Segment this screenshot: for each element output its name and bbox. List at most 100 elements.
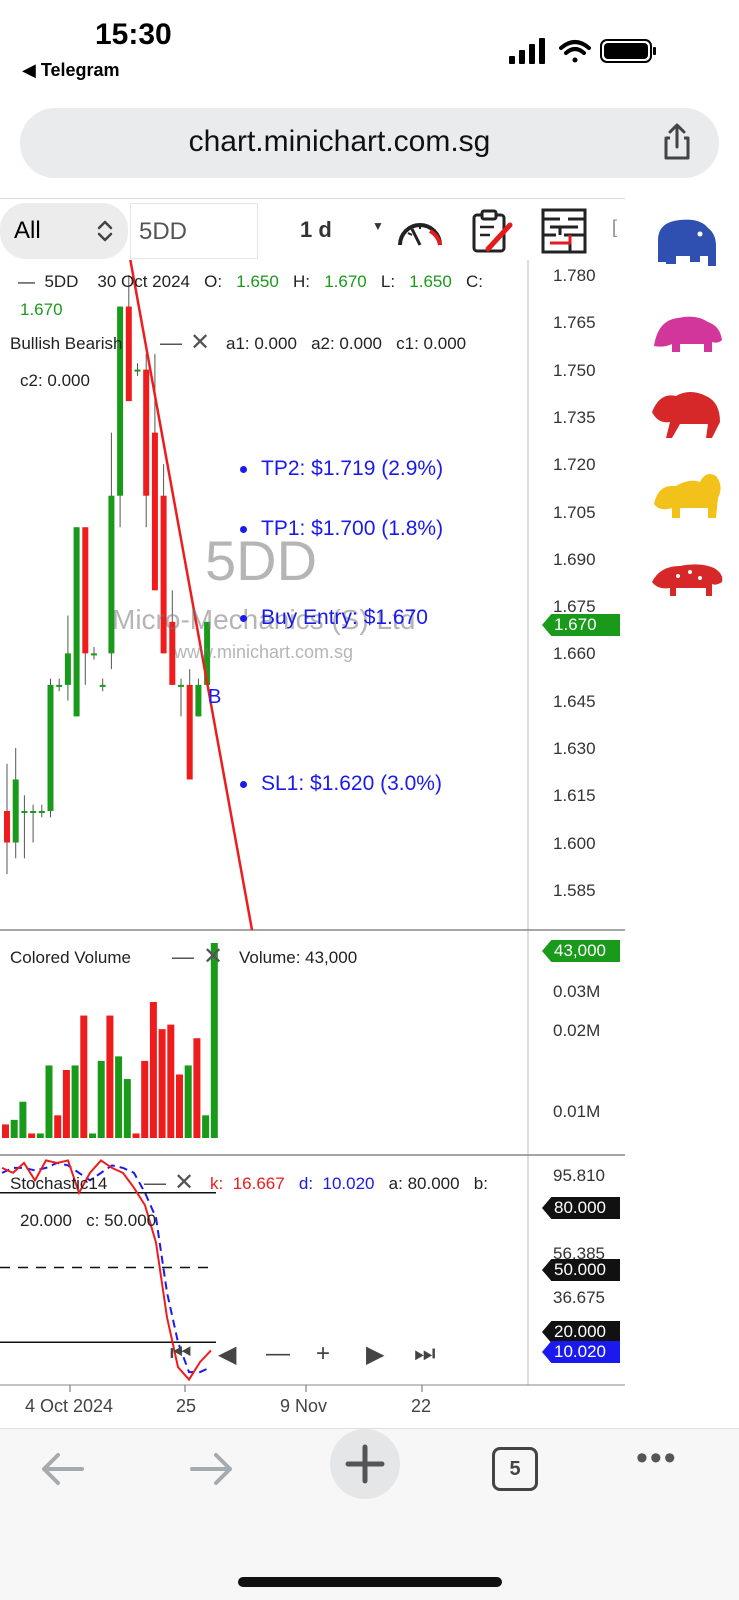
stoch-k-label: k: [210,1174,224,1193]
tp2-level[interactable]: TP2: $1.719 (2.9%) [240,457,443,481]
buy-entry-level[interactable]: Buy Entry: $1.670 [240,606,428,630]
filter-select[interactable]: All [0,203,128,259]
zoom-out-button[interactable]: — [266,1340,290,1367]
scroll-right-button[interactable]: ▶ [366,1341,385,1368]
volume-bar [106,1015,114,1138]
volume-axis-label: 0.01M [553,1102,601,1121]
candle-body [108,495,115,654]
back-to-telegram-link[interactable]: ◀ Telegram [22,60,120,80]
wifi-icon [559,40,591,63]
ohlc-dash[interactable]: — [18,272,35,291]
volume-close-icon[interactable]: ✕ [203,943,224,970]
symbol-input-value: 5DD [139,218,188,245]
candle-body [204,621,211,685]
red-lion-icon[interactable] [650,382,725,442]
forward-arrow-icon[interactable] [188,1449,236,1489]
volume-bar [193,1038,201,1138]
yellow-lion-icon[interactable] [650,464,725,524]
candle-body [4,811,10,843]
candle-body [134,369,141,372]
volume-hide-button[interactable]: — [172,944,194,969]
volume-bar [115,1056,123,1138]
pink-bear-icon[interactable] [650,300,725,360]
stoch-a: a: 80.000 [388,1174,460,1193]
status-time: 15:30 [95,18,172,51]
tp1-level[interactable]: TP1: $1.700 (1.8%) [240,517,443,541]
maze-icon[interactable] [540,207,588,255]
volume-bar [54,1115,62,1138]
back-arrow-icon[interactable] [38,1449,86,1489]
go-start-button[interactable]: ⏮ [170,1340,192,1367]
stoch-params-row2: 20.000 c: 50.000 [20,1211,156,1231]
red-leopard-icon[interactable] [650,546,725,606]
bb-a1: a1: 0.000 [226,334,297,353]
stoch-b-value: 20.000 [20,1211,72,1230]
filter-select-value: All [14,217,41,244]
bb-close-icon[interactable]: ✕ [190,329,211,356]
speedometer-icon[interactable] [396,207,444,255]
ohlc-high-label: H: [293,272,311,291]
chart-nav-controls: ⏮ ◀ — + ▶ ⏭ [170,1340,440,1370]
stoch-axis-label: 56.385 [553,1244,605,1263]
sl1-label: SL1: $1.620 (3.0%) [261,772,442,795]
go-end-button[interactable]: ⏭ [414,1340,436,1367]
new-tab-button[interactable] [330,1429,400,1499]
tp2-dot [240,465,247,473]
trend-line [129,260,254,931]
bb-hide-button[interactable]: — [160,330,182,355]
tp2-label: TP2: $1.719 (2.9%) [261,457,444,480]
volume-bar [176,1074,183,1138]
volume-bar [202,1115,210,1138]
price-axis-label: 1.675 [553,597,596,617]
bb-params: a1: 0.000 a2: 0.000 c1: 0.000 [226,334,466,354]
tabs-button[interactable]: 5 [492,1447,538,1491]
period-dropdown-icon[interactable]: ▼ [372,219,384,233]
volume-bar [167,1024,175,1138]
stoch-b-tag: 20.000 [542,1321,620,1343]
scroll-left-button[interactable]: ◀ [218,1341,237,1368]
candle-body [186,684,193,780]
stoch-d-value: 10.020 [322,1174,375,1193]
chart-toolbar: All 5DD 1 d ▼ [ [0,198,625,260]
volume-axis-label: 0.02M [553,1021,601,1040]
stoch-d-line [1,1161,212,1374]
more-menu-icon[interactable]: ••• [636,1439,678,1477]
volume-bar [36,1133,44,1138]
stoch-close-icon[interactable]: ✕ [174,1169,195,1196]
candle-body [195,684,202,717]
browser-bottom-bar: 5 ••• [0,1428,739,1600]
clipboard-edit-icon[interactable] [468,207,516,255]
candle-body [91,653,97,656]
candle-body [73,527,80,717]
zoom-in-button[interactable]: + [316,1340,331,1367]
symbol-input[interactable]: 5DD [130,203,258,259]
stoch-hide-button[interactable]: — [144,1170,166,1195]
price-axis-label: 1.615 [553,786,596,806]
price-axis-label: 1.645 [553,691,596,711]
stoch-k-value: 16.667 [232,1174,285,1193]
share-icon[interactable] [657,122,697,162]
battery-icon [600,39,656,63]
address-bar[interactable]: chart.minichart.com.sg [20,108,719,178]
period-select[interactable]: 1 d [300,217,332,242]
sl1-level[interactable]: SL1: $1.620 (3.0%) [240,772,442,796]
candle-body [64,653,71,685]
bb-a2: a2: 0.000 [311,334,382,353]
price-axis-label: 1.780 [553,266,596,285]
blue-elephant-icon[interactable] [650,212,725,272]
home-indicator [238,1577,502,1587]
date-axis-label: 22 [411,1396,432,1416]
watermark-company: Micro-Mechanics (S) Ltd [112,604,416,635]
bb-indicator-name: Bullish Bearish [10,334,123,353]
plus-icon [345,1444,385,1484]
ohlc-symbol: 5DD [44,272,79,291]
ohlc-open-label: O: [204,272,223,291]
stoch-b-label: b: [473,1174,488,1193]
candle-body [56,684,63,687]
stoch-c-tag: 50.000 [542,1259,620,1281]
volume-bar [149,1001,157,1138]
tp1-dot [240,525,247,533]
volume-bar [10,1119,18,1138]
chart-canvas[interactable] [0,260,625,1440]
url-text[interactable]: chart.minichart.com.sg [188,125,491,158]
